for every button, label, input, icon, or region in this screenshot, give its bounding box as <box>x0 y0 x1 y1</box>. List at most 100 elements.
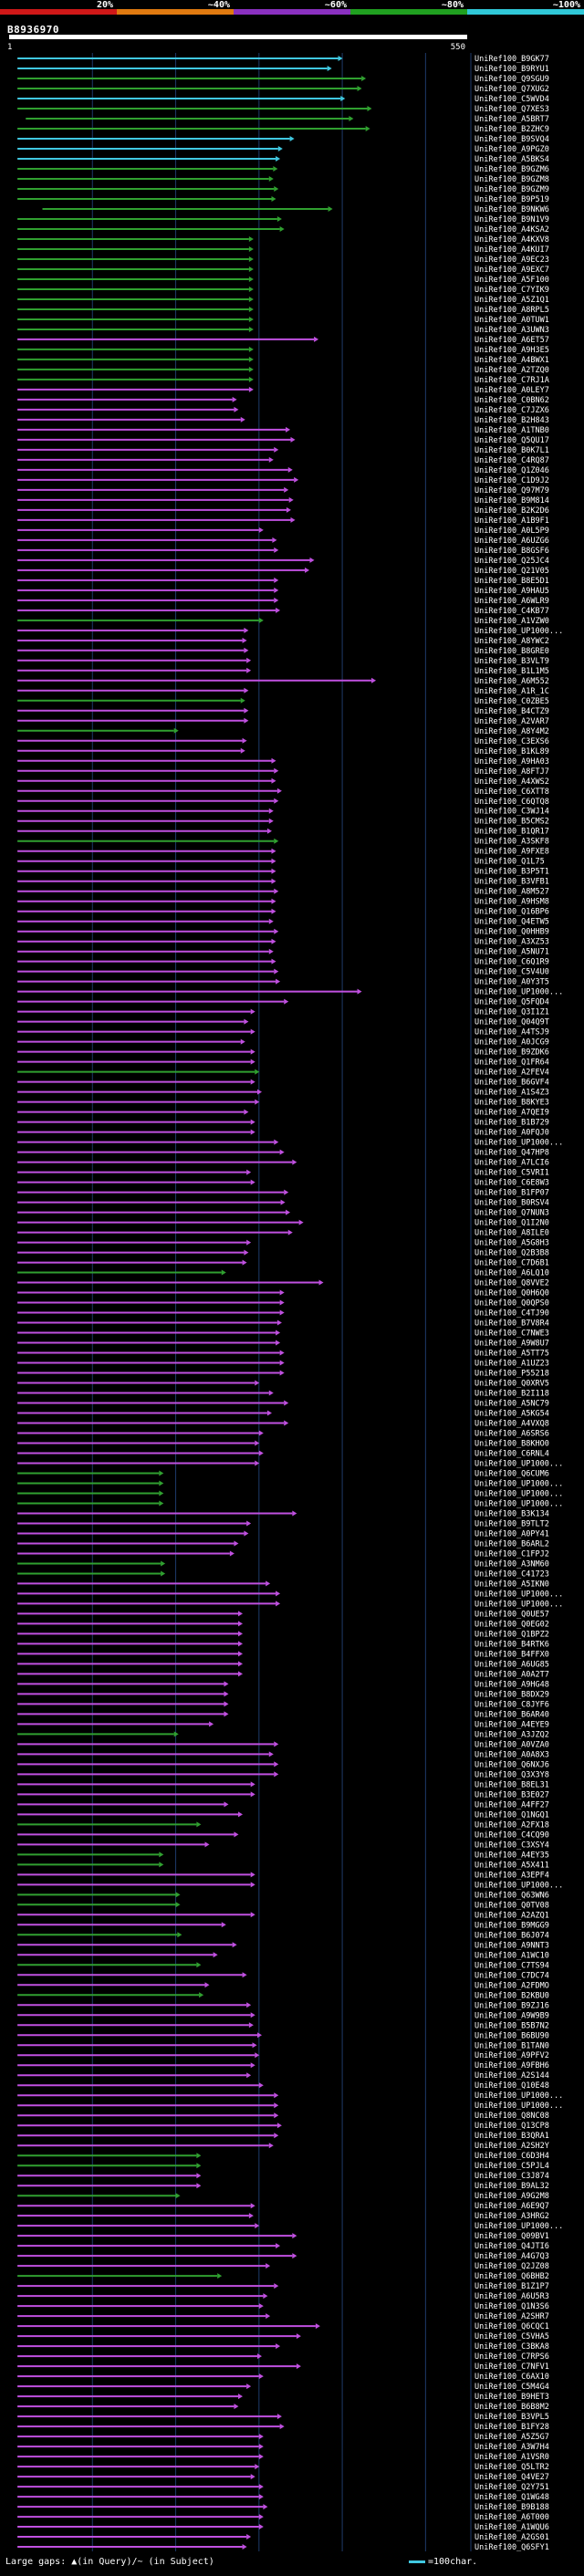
hit-arrowhead <box>277 146 283 152</box>
hit-label: UniRef100_A9EXC7 <box>474 266 549 275</box>
hit-arrowhead <box>250 1008 256 1015</box>
hit-arrowhead <box>256 2032 262 2039</box>
hit-arrowhead <box>248 376 254 382</box>
hit-label: UniRef100_C41723 <box>474 1570 549 1579</box>
hit-arrowhead <box>217 2273 223 2279</box>
hit-arrowhead <box>248 356 254 362</box>
hit-arrowhead <box>248 2213 254 2219</box>
hit-arrowhead <box>258 2373 264 2380</box>
hit-label: UniRef100_UP1000... <box>474 2091 563 2101</box>
hit-arrowhead <box>258 2303 264 2310</box>
hit-label: UniRef100_A9PGZ0 <box>474 145 549 154</box>
hit-label: UniRef100_UP1000... <box>474 988 563 997</box>
hit-arrowhead <box>274 185 279 192</box>
hit-arrowhead <box>242 637 247 643</box>
identity-scale-label: ~80% <box>442 0 464 10</box>
hit-arrowhead <box>258 617 264 623</box>
hit-label: UniRef100_B9M814 <box>474 496 549 506</box>
hit-label: UniRef100_B1FP07 <box>474 1189 549 1198</box>
hit-arrowhead <box>271 908 276 914</box>
hit-label: UniRef100_C6AX10 <box>474 2373 549 2382</box>
hit-arrowhead <box>255 1380 260 1386</box>
hit-arrowhead <box>268 918 274 924</box>
hit-arrowhead <box>196 2173 202 2179</box>
hit-label: UniRef100_B4RTK6 <box>474 1640 549 1649</box>
hit-label: UniRef100_A9HG48 <box>474 1680 549 1689</box>
hit-arrowhead <box>284 486 289 493</box>
hit-label: UniRef100_Q7XES3 <box>474 105 549 114</box>
hit-label: UniRef100_A5X411 <box>474 1861 549 1870</box>
hit-arrowhead <box>255 2464 260 2470</box>
hit-label: UniRef100_Q1FR64 <box>474 1059 549 1068</box>
hit-arrowhead <box>309 557 315 563</box>
hit-arrowhead <box>271 958 276 965</box>
hit-label: UniRef100_C7D6B1 <box>474 1259 549 1268</box>
hit-arrowhead <box>276 2343 281 2350</box>
hit-arrowhead <box>250 1872 256 1878</box>
hit-label: UniRef100_B9AL32 <box>474 2182 549 2191</box>
hit-arrowhead <box>357 86 362 92</box>
hit-arrowhead <box>196 1821 202 1828</box>
hit-arrowhead <box>159 1490 164 1497</box>
hit-label: UniRef100_A9HSM8 <box>474 898 549 907</box>
hit-arrowhead <box>238 1621 243 1627</box>
hit-label: UniRef100_Q0EG02 <box>474 1620 549 1629</box>
hit-label: UniRef100_A6UZG6 <box>474 537 549 546</box>
hit-arrowhead <box>258 2082 264 2089</box>
hit-label: UniRef100_Q5FQD4 <box>474 998 549 1007</box>
hit-arrowhead <box>234 2404 239 2410</box>
hit-label: UniRef100_Q1N3S6 <box>474 2302 549 2311</box>
hit-label: UniRef100_C5PJL4 <box>474 2162 549 2171</box>
hit-label: UniRef100_B2ZHC9 <box>474 125 549 134</box>
hit-arrowhead <box>238 1651 243 1657</box>
hit-label: UniRef100_UP1000... <box>474 1600 563 1609</box>
hit-arrowhead <box>276 156 281 162</box>
hit-label: UniRef100_C5M4G4 <box>474 2383 549 2392</box>
hit-label: UniRef100_A5Z5G7 <box>474 2433 549 2442</box>
ruler-start-label: 1 <box>7 43 12 52</box>
hit-label: UniRef100_B5CMS2 <box>474 818 549 827</box>
hit-arrowhead <box>250 1791 256 1798</box>
hit-arrowhead <box>258 1450 264 1456</box>
hit-label: UniRef100_A0JCG9 <box>474 1038 549 1048</box>
hit-arrowhead <box>238 2393 243 2400</box>
hit-arrowhead <box>340 96 346 102</box>
hit-arrowhead <box>244 1018 249 1025</box>
hit-arrowhead <box>268 808 274 814</box>
hit-arrowhead <box>338 56 343 62</box>
hit-arrowhead <box>276 1330 281 1336</box>
hit-label: UniRef100_B0K7L1 <box>474 446 549 455</box>
hit-label: UniRef100_B4CTZ9 <box>474 707 549 716</box>
hit-arrowhead <box>294 476 299 483</box>
hit-label: UniRef100_A1S4Z3 <box>474 1089 549 1098</box>
hit-arrowhead <box>279 1149 285 1155</box>
hit-arrowhead <box>196 2153 202 2159</box>
hit-label: UniRef100_A8M527 <box>474 888 549 897</box>
hit-label: UniRef100_A6M552 <box>474 677 549 686</box>
hit-arrowhead <box>271 848 276 854</box>
hit-label: UniRef100_Q7NUN3 <box>474 1209 549 1218</box>
hit-arrowhead <box>271 858 276 864</box>
hit-label: UniRef100_A0L5P9 <box>474 527 549 536</box>
hit-arrowhead <box>244 1530 249 1537</box>
hit-label: UniRef100_Q25JC4 <box>474 557 549 566</box>
hit-label: UniRef100_A8YWC2 <box>474 637 549 646</box>
hit-label: UniRef100_B2KBU0 <box>474 1991 549 2000</box>
hit-label: UniRef100_B3VPL5 <box>474 2413 549 2422</box>
hit-arrowhead <box>296 2363 301 2370</box>
hit-arrowhead <box>274 798 279 804</box>
hit-arrowhead <box>244 647 249 653</box>
hit-label: UniRef100_A3UWN3 <box>474 326 549 335</box>
hit-arrowhead <box>224 1681 229 1687</box>
identity-scale-segment <box>117 9 234 15</box>
hit-label: UniRef100_Q2JZ08 <box>474 2262 549 2271</box>
hit-label: UniRef100_A9EC23 <box>474 256 549 265</box>
hit-arrowhead <box>274 2112 279 2119</box>
hit-arrowhead <box>274 446 279 453</box>
hit-arrowhead <box>232 1942 237 1948</box>
hit-label: UniRef100_C6D3H4 <box>474 2152 549 2161</box>
hit-label: UniRef100_C1FPJ2 <box>474 1549 549 1559</box>
hit-label: UniRef100_B3VLT9 <box>474 657 549 666</box>
hit-arrowhead <box>274 597 279 603</box>
